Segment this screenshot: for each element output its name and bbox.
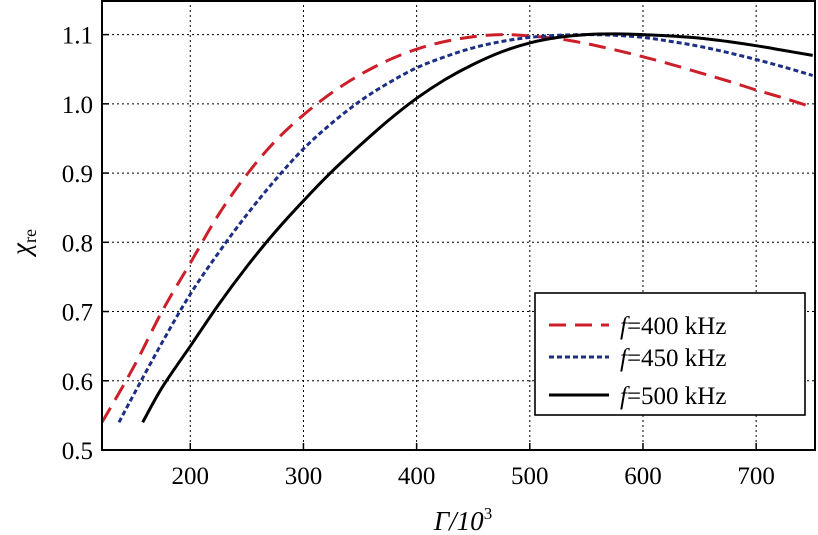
x-tick-label: 600	[624, 463, 662, 490]
x-tick-label: 700	[737, 463, 775, 490]
y-tick-label: 0.5	[62, 438, 93, 465]
y-tick-label: 0.6	[62, 369, 93, 396]
x-axis-label-main: Γ/10	[433, 506, 484, 535]
x-tick-label: 500	[511, 463, 549, 490]
series-line-1	[117, 33, 814, 423]
series-line-0	[102, 33, 814, 424]
y-tick-label: 0.9	[62, 161, 93, 188]
x-tick-label: 300	[285, 463, 323, 490]
y-tick-label: 1.1	[62, 23, 93, 50]
tick-labels: 200 300 400 500 600 700 0.5 0.6 0.7 0.8 0.9 1.0 1.1	[62, 23, 775, 490]
y-axis-label-sub: re	[20, 229, 40, 243]
axis-ticks	[102, 33, 757, 451]
grid	[102, 0, 815, 450]
x-tick-label: 400	[398, 463, 436, 490]
x-axis-label: Γ/103	[433, 504, 492, 535]
y-tick-label: 1.0	[62, 92, 93, 119]
legend-label-400: f=400 kHz	[620, 313, 726, 340]
y-axis-label: χre	[6, 229, 40, 258]
x-axis-label-sup: 3	[484, 504, 493, 523]
y-tick-label: 0.8	[62, 230, 93, 257]
legend: f=400 kHz f=450 kHz f=500 kHz	[534, 292, 806, 416]
legend-label-450: f=450 kHz	[620, 345, 726, 372]
y-tick-label: 0.7	[62, 300, 93, 327]
plot-frame	[101, 0, 816, 451]
legend-label-500: f=500 kHz	[620, 383, 726, 410]
x-tick-label: 200	[172, 463, 210, 490]
y-axis-label-main: χ	[6, 242, 36, 258]
series-line-2	[141, 32, 813, 424]
series-layer	[102, 32, 814, 424]
